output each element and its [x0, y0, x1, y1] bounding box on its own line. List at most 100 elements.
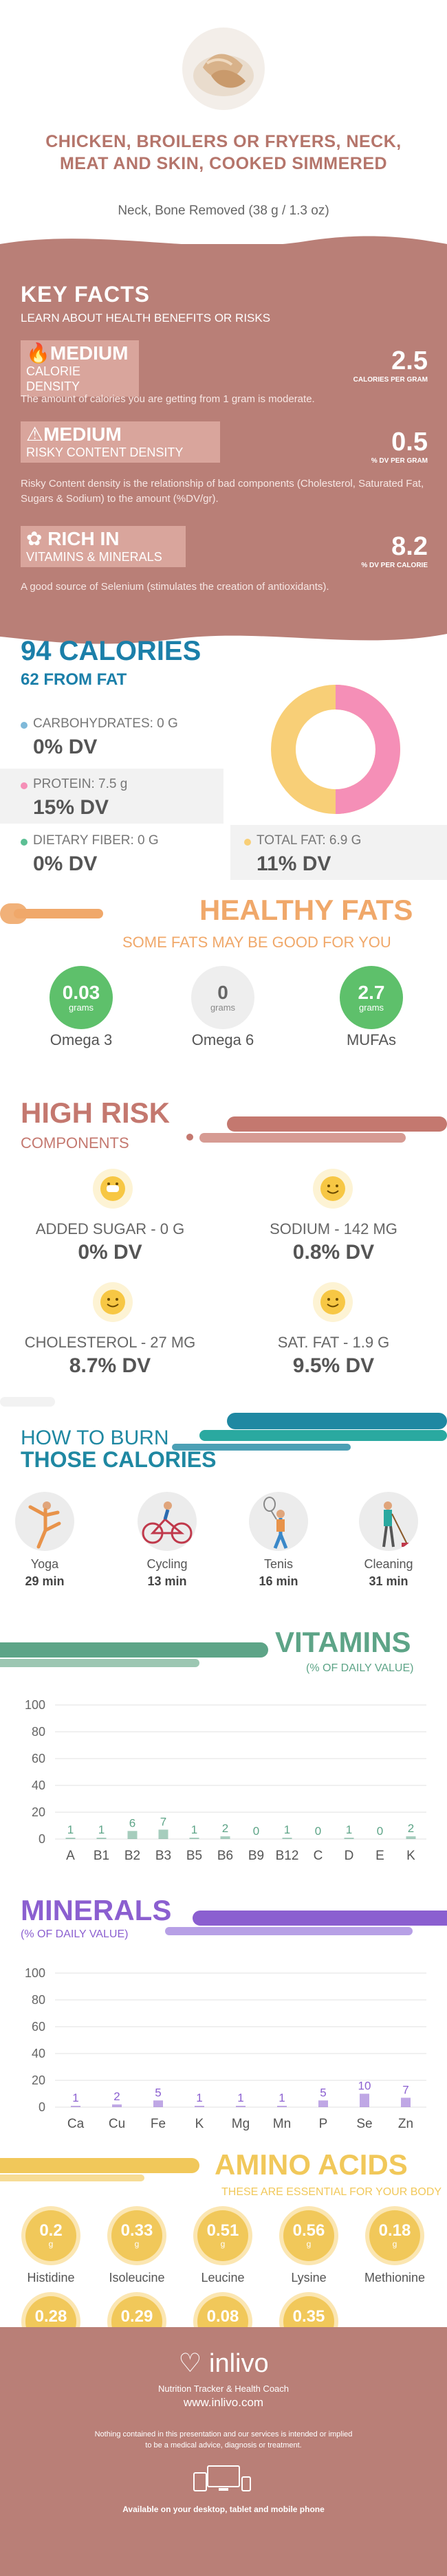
minerals-chart: 0 20 40 60 80 100 1 Ca 2 Cu 5 Fe 1 K 1 Mg 1 Mn 5 P 10 Se 7 Zn — [25, 1966, 426, 2131]
minerals-ytick-label: 60 — [32, 2020, 45, 2034]
carbs-dot — [21, 722, 28, 729]
fat-card: TOTAL FAT: 6.9 g 11% DV — [230, 825, 447, 880]
heart-icon: ♡ — [178, 2349, 202, 2378]
risky-content-value: 0.5 — [391, 428, 428, 456]
minerals-category-label: Mg — [232, 2117, 250, 2131]
burn-deco — [0, 1397, 447, 1451]
vitamins-bar-b5 — [189, 1838, 199, 1839]
section-wave — [0, 627, 447, 644]
vitamins-subtitle: (% OF DAILY VALUE) — [306, 1662, 414, 1674]
footer-disclaimer-1: Nothing contained in this presentation a… — [94, 2430, 353, 2439]
key-facts-section: KEY FACTS LEARN ABOUT HEALTH BENEFITS OR… — [0, 244, 447, 629]
vitamins-value-label: 2 — [222, 1822, 228, 1835]
burn-title-line1: HOW TO BURN — [21, 1427, 169, 1449]
risky-content-unit: % DV PER GRAM — [371, 457, 428, 465]
footer-disclaimer-2: to be a medical advice, diagnosis or tre… — [145, 2441, 302, 2450]
amino-circle-isoleucine: 0.33 g — [111, 2210, 162, 2261]
footer-url[interactable]: www.inlivo.com — [183, 2396, 264, 2409]
yoga-icon — [15, 1492, 74, 1551]
omega6-name: Omega 6 — [191, 1031, 254, 1048]
minerals-bar-se — [360, 2093, 369, 2107]
tennis-icon — [249, 1492, 308, 1551]
minerals-category-label: K — [195, 2117, 204, 2131]
mufas-name: MUFAs — [346, 1031, 397, 1048]
vitamins-ytick-label: 100 — [25, 1698, 45, 1712]
header: CHICKEN, BROILERS OR FRYERS, NECK, MEAT … — [0, 0, 447, 227]
smile-icon — [93, 1282, 133, 1322]
minerals-ytick-label: 100 — [25, 1966, 45, 1980]
calorie-density-unit: CALORIES PER GRAM — [353, 376, 428, 384]
vitamins-value-label: 1 — [98, 1823, 105, 1836]
calories-from-fat: 62 FROM FAT — [21, 670, 127, 689]
vitamins-category-label: B12 — [276, 1849, 299, 1863]
amino-title: AMINO ACIDS — [215, 2148, 408, 2181]
amino-name-lysine: Lysine — [291, 2271, 327, 2285]
footer-availability: Available on your desktop, tablet and mo… — [122, 2505, 325, 2514]
omega3-circle: 0.03 grams — [50, 966, 113, 1029]
vitamins-category-label: B2 — [124, 1849, 140, 1863]
vitamins-bar-k — [406, 1836, 416, 1839]
serving-size: Neck, Bone Removed (38 g / 1.3 oz) — [118, 203, 329, 218]
minerals-value-label: 1 — [279, 2091, 285, 2104]
cholesterol-dv: 8.7% DV — [69, 1354, 151, 1377]
minerals-category-label: Ca — [67, 2117, 85, 2131]
minerals-value-label: 1 — [237, 2091, 243, 2104]
omega6-circle: 0 grams — [191, 966, 254, 1029]
cholesterol-label: CHOLESTEROL - 27 mg — [24, 1334, 196, 1351]
tennis-minutes: 16 min — [259, 1574, 298, 1588]
footer: ♡ inlivo Nutrition Tracker & Health Coac… — [0, 2327, 447, 2576]
risky-content-badge: ⚠MEDIUM RISKY CONTENT DENSITY — [21, 421, 220, 463]
minerals-value-label: 1 — [72, 2091, 78, 2104]
high-risk-subtitle: COMPONENTS — [21, 1134, 129, 1152]
vitamins-value-label: 1 — [284, 1823, 290, 1836]
fat-dot — [244, 839, 251, 846]
omega3-name: Omega 3 — [50, 1031, 113, 1048]
smile-icon — [93, 1169, 133, 1209]
carbs-label: CARBOHYDRATES: 0 g — [33, 716, 178, 731]
minerals-bar-k — [195, 2106, 204, 2107]
food-title: CHICKEN, BROILERS OR FRYERS, NECK, MEAT … — [45, 132, 402, 173]
vitamins-value-label: 1 — [191, 1823, 197, 1836]
minerals-value-label: 10 — [358, 2080, 371, 2093]
brand-logo: ♡ inlivo — [178, 2349, 269, 2378]
minerals-value-label: 1 — [196, 2091, 202, 2104]
vitamins-category-label: B1 — [94, 1849, 109, 1863]
fiber-label: DIETARY FIBER: 0 g — [33, 833, 159, 848]
amino-name-leucine: Leucine — [201, 2271, 245, 2285]
fats-deco — [0, 903, 103, 924]
protein-label: PROTEIN: 7.5 g — [33, 777, 128, 791]
vitamins-bar-b6 — [220, 1836, 230, 1839]
calories-donut — [271, 685, 400, 814]
vitamins-bar-b3 — [158, 1829, 168, 1839]
minerals-value-label: 5 — [320, 2086, 326, 2099]
amino-name-histidine: Histidine — [27, 2271, 75, 2285]
amino-deco — [0, 2158, 199, 2181]
amino-name-methionine: Methionine — [364, 2271, 426, 2285]
fiber-dot — [21, 839, 28, 846]
vitamins-ytick-label: 40 — [32, 1779, 45, 1792]
vitamins-category-label: B9 — [248, 1849, 264, 1863]
vitamins-category-label: B3 — [155, 1849, 171, 1863]
fat-label: TOTAL FAT: 6.9 g — [257, 833, 362, 848]
added-sugar-label: ADDED SUGAR - 0 g — [35, 1220, 185, 1237]
vitamins-value-label: 0 — [377, 1825, 383, 1838]
flame-icon: 🔥 — [26, 342, 50, 364]
amino-circle-histidine: 0.2 g — [25, 2210, 76, 2261]
vitamins-ytick-label: 0 — [39, 1832, 45, 1846]
cycling-label: Cycling — [146, 1557, 188, 1571]
minerals-deco — [165, 1911, 447, 1935]
calorie-density-value: 2.5 — [391, 346, 428, 375]
vitamins-chart: 0204060801001A1B16B27B31B52B60B91B120C1D… — [25, 1698, 426, 1863]
minerals-value-label: 7 — [402, 2083, 408, 2096]
yoga-label: Yoga — [30, 1557, 59, 1571]
vitamins-value-label: 2 — [408, 1822, 414, 1835]
carbs-dv: 0% DV — [33, 736, 98, 758]
vitamins-category-label: B6 — [217, 1849, 233, 1863]
smile-icon — [313, 1282, 353, 1322]
vitamins-bar-b2 — [127, 1831, 138, 1839]
minerals-category-label: Cu — [109, 2117, 125, 2131]
sat-fat-label: SAT. FAT - 1.9 g — [277, 1334, 390, 1351]
vitamins-minerals-desc: A good source of Selenium (stimulates th… — [21, 581, 329, 593]
fiber-dv: 0% DV — [33, 852, 98, 875]
minerals-bar-mn — [277, 2106, 287, 2107]
